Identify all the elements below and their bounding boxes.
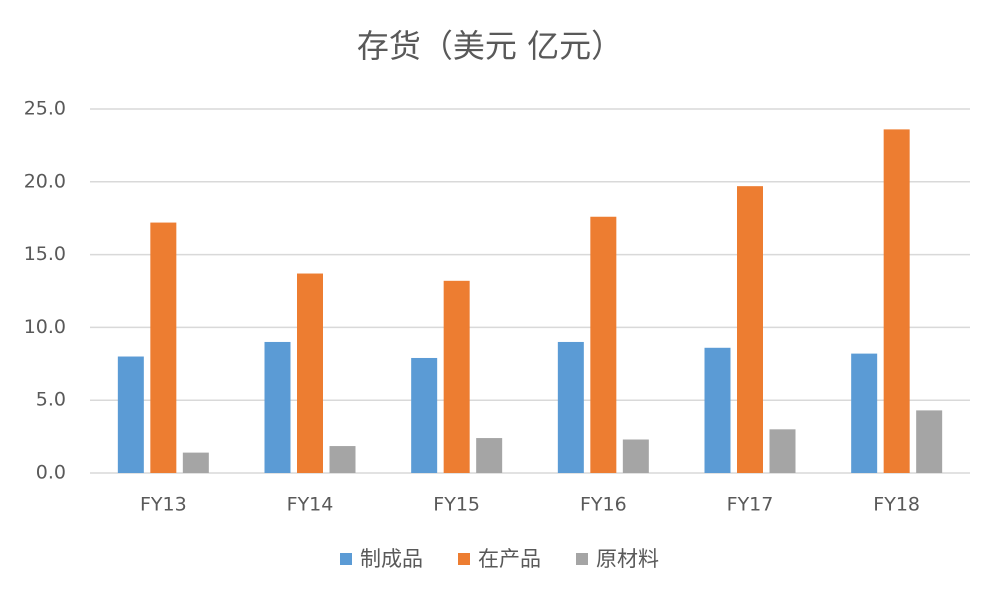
bar <box>883 129 910 473</box>
legend-swatch <box>576 553 588 565</box>
chart-title: 存货（美元 亿元） <box>357 27 623 65</box>
bar <box>329 446 356 473</box>
bar <box>182 452 209 473</box>
bar <box>737 186 763 473</box>
x-tick-label: FY14 <box>287 494 334 516</box>
y-tick-label: 0.0 <box>36 462 66 484</box>
y-tick-label: 25.0 <box>24 98 66 120</box>
bar <box>769 429 796 473</box>
x-tick-label: FY16 <box>580 494 627 516</box>
bar <box>590 216 617 473</box>
x-tick-label: FY17 <box>727 494 774 516</box>
bar <box>704 347 731 473</box>
legend-swatch <box>340 553 352 565</box>
bar <box>150 222 177 473</box>
legend-label: 在产品 <box>478 547 541 571</box>
bar <box>297 273 323 473</box>
y-tick-label: 5.0 <box>36 389 66 411</box>
bar <box>622 439 649 473</box>
legend-label: 制成品 <box>360 547 423 571</box>
y-tick-label: 15.0 <box>24 243 66 265</box>
x-tick-label: FY13 <box>140 494 187 516</box>
bar <box>264 341 291 473</box>
bar <box>117 356 144 473</box>
x-tick-label: FY15 <box>433 494 480 516</box>
legend-swatch <box>458 553 470 565</box>
y-tick-label: 20.0 <box>24 170 66 192</box>
legend-label: 原材料 <box>596 547 659 571</box>
y-tick-label: 10.0 <box>24 316 66 338</box>
bar <box>411 357 438 473</box>
bar <box>916 410 943 473</box>
x-tick-label: FY18 <box>873 494 920 516</box>
bar <box>557 341 584 473</box>
bar <box>476 438 503 473</box>
bar <box>443 280 470 473</box>
bar <box>851 353 878 473</box>
